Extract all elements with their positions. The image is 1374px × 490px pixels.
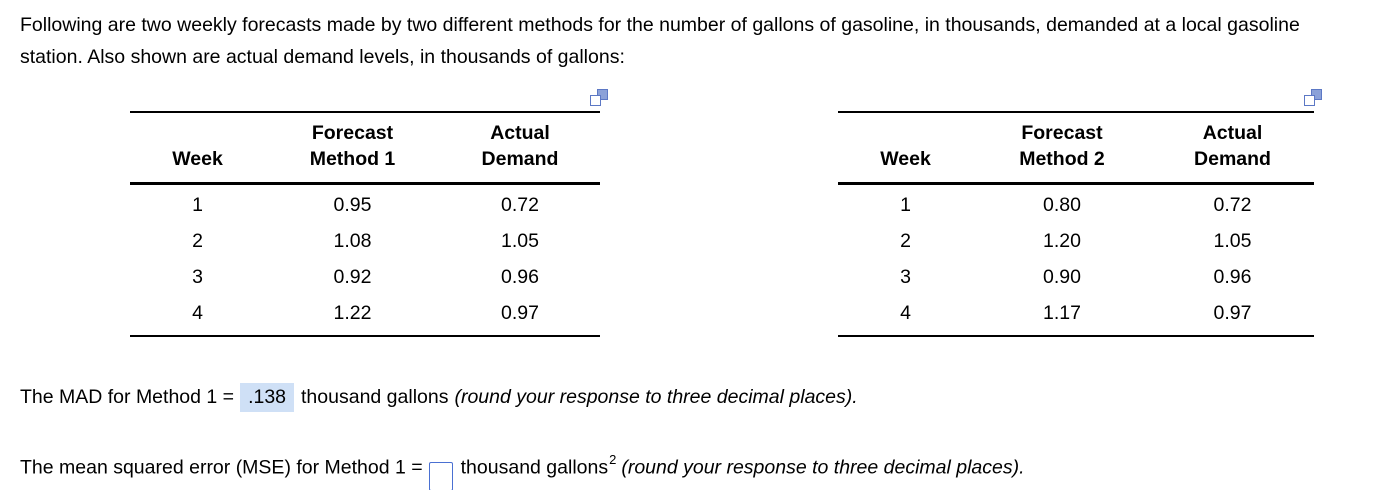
copy-icon-back-square [597, 89, 608, 101]
mad-prefix: The MAD for Method 1 = [20, 385, 235, 408]
cell-forecast: 1.22 [333, 301, 372, 324]
mse-unit: thousand gallons [460, 456, 609, 479]
cell-forecast: 0.80 [1043, 193, 1081, 216]
table-header-row: Week Forecast Method 2 Actual Demand [838, 112, 1314, 183]
copy-icon-front-square [1304, 95, 1315, 107]
header-forecast-method1: Forecast Method 1 [309, 122, 396, 171]
mse-prefix: The mean squared error (MSE) for Method … [20, 456, 423, 479]
cell-forecast: 0.92 [333, 265, 372, 288]
cell-week: 4 [900, 301, 911, 324]
table-method2-wrap: Week Forecast Method 2 Actual Demand 1 0.8… [838, 89, 1322, 337]
mse-note: (round your response to three decimal pl… [621, 456, 1025, 479]
header-actual-demand: Actual Demand [481, 122, 559, 171]
cell-actual: 0.72 [501, 193, 539, 216]
mad-answer-field[interactable]: .138 [240, 382, 295, 412]
cell-forecast: 1.08 [333, 229, 372, 252]
cell-week: 3 [192, 265, 203, 288]
cell-actual: 1.05 [1213, 229, 1252, 252]
mad-answer-line: The MAD for Method 1 = .138 thousand gallo… [20, 382, 1352, 412]
tables-row: Week Forecast Method 1 Actual Demand 1 0.9… [20, 89, 1352, 337]
header-forecast-method2: Forecast Method 2 [1019, 122, 1105, 171]
cell-week: 3 [900, 265, 911, 288]
copy-icon-front-square [590, 95, 601, 107]
cell-actual: 0.96 [1213, 265, 1252, 288]
cell-week: 2 [900, 229, 911, 252]
table-row: 1 0.95 0.72 [130, 183, 600, 224]
header-week: Week [172, 148, 223, 171]
table-row: 2 1.20 1.05 [838, 224, 1314, 260]
table-method1: Week Forecast Method 1 Actual Demand 1 0.9… [130, 111, 600, 337]
cell-week: 2 [192, 229, 203, 252]
header-actual-demand: Actual Demand [1194, 122, 1271, 171]
table-row: 1 0.80 0.72 [838, 183, 1314, 224]
cell-actual: 1.05 [501, 229, 539, 252]
table-method1-wrap: Week Forecast Method 1 Actual Demand 1 0.9… [130, 89, 608, 337]
copy-table-icon[interactable] [590, 89, 608, 107]
mad-note: (round your response to three decimal pl… [454, 385, 858, 408]
cell-week: 4 [192, 301, 203, 324]
cell-forecast: 1.20 [1043, 229, 1081, 252]
cell-forecast: 0.90 [1043, 265, 1081, 288]
mse-answer-line: The mean squared error (MSE) for Method … [20, 451, 1352, 490]
table-row: 4 1.17 0.97 [838, 296, 1314, 336]
cell-actual: 0.96 [501, 265, 539, 288]
cell-week: 1 [900, 193, 911, 216]
table-header-row: Week Forecast Method 1 Actual Demand [130, 112, 600, 183]
cell-actual: 0.72 [1213, 193, 1252, 216]
cell-forecast: 0.95 [333, 193, 372, 216]
cell-week: 1 [192, 193, 203, 216]
cell-actual: 0.97 [501, 301, 539, 324]
cell-actual: 0.97 [1213, 301, 1252, 324]
table-row: 3 0.92 0.96 [130, 260, 600, 296]
table-method2: Week Forecast Method 2 Actual Demand 1 0.8… [838, 111, 1314, 337]
table-row: 3 0.90 0.96 [838, 260, 1314, 296]
mad-unit: thousand gallons [301, 385, 449, 408]
question-text: Following are two weekly forecasts made … [20, 14, 1300, 68]
copy-table-icon[interactable] [1304, 89, 1322, 107]
table-row: 4 1.22 0.97 [130, 296, 600, 336]
copy-icon-back-square [1311, 89, 1322, 101]
table-row: 2 1.08 1.05 [130, 224, 600, 260]
mse-unit-exponent: 2 [609, 451, 617, 467]
mse-input[interactable] [428, 462, 453, 490]
cell-forecast: 1.17 [1043, 301, 1081, 324]
header-week: Week [880, 148, 931, 171]
